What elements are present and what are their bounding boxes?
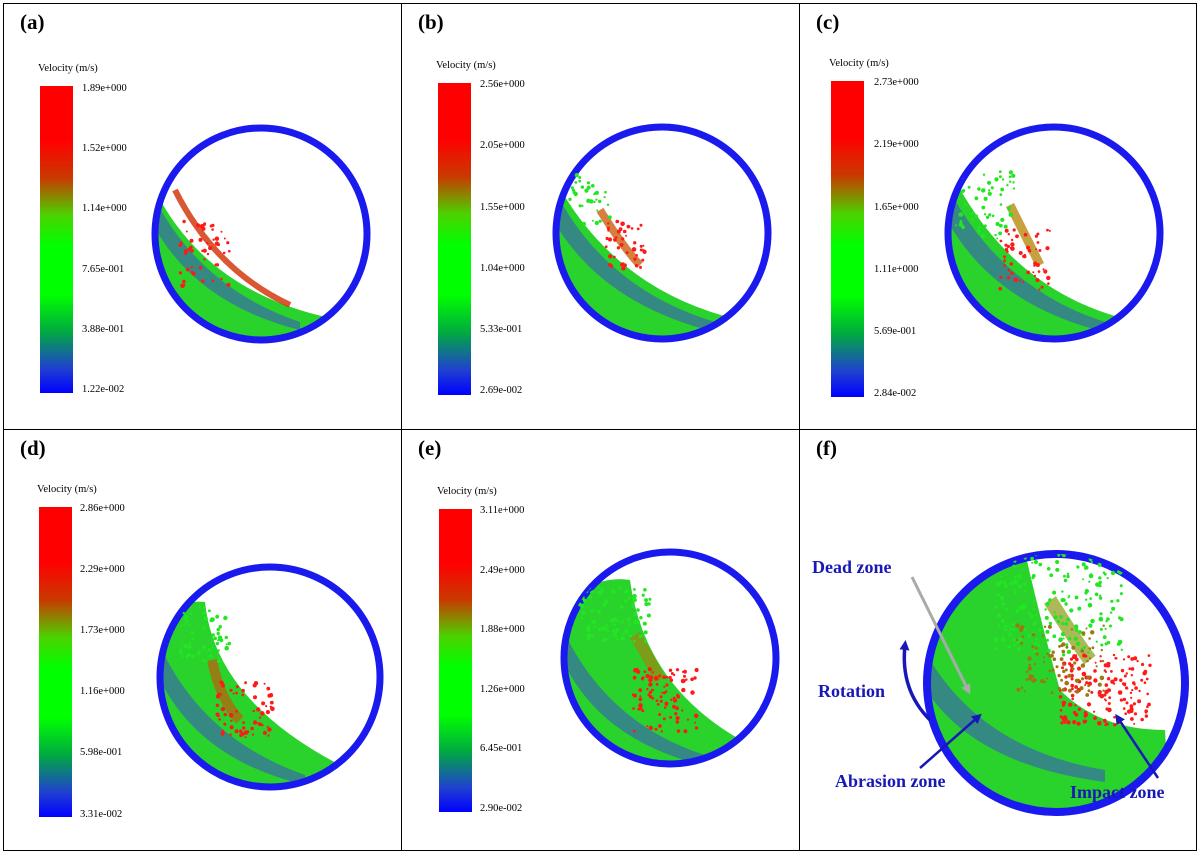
- tick-label: 1.11e+000: [874, 264, 919, 275]
- tick-label: 6.45e-001: [480, 743, 523, 754]
- tick-label: 1.89e+000: [82, 83, 127, 94]
- tick-label: 5.69e-001: [874, 326, 917, 337]
- tick-label: 1.04e+000: [480, 263, 525, 274]
- mill-drum-c: [944, 123, 1164, 343]
- tick-label: 1.52e+000: [82, 143, 127, 154]
- tick-label: 2.49e+000: [480, 565, 525, 576]
- legend-title: Velocity (m/s): [829, 58, 889, 69]
- legend-title: Velocity (m/s): [437, 486, 497, 497]
- legend-title: Velocity (m/s): [436, 60, 496, 71]
- dead-zone-label: Dead zone: [812, 557, 892, 577]
- mill-wall: [944, 123, 1164, 343]
- tick-label: 1.16e+000: [80, 686, 125, 697]
- particle-scatter: [178, 170, 1152, 739]
- particle-bed: [948, 160, 1140, 339]
- tick-label: 3.88e-001: [82, 324, 125, 335]
- velocity-colorbar: [439, 509, 472, 812]
- mill-drum-b: [552, 123, 772, 343]
- tick-label: 2.29e+000: [80, 564, 125, 575]
- impact-zone-arrow: [1115, 713, 1160, 779]
- panel-c: (c) Velocity (m/s) 2.73e+000 2.19e+000 1…: [799, 3, 1197, 430]
- panel-label: (e): [418, 436, 442, 460]
- mill-wall: [151, 124, 371, 344]
- tick-label: 1.14e+000: [82, 203, 127, 214]
- panel-label: (a): [20, 10, 45, 34]
- mill-drum-a: [151, 124, 371, 344]
- panel-label: (d): [20, 436, 46, 460]
- tick-label: 1.88e+000: [480, 624, 525, 635]
- particle-bed: [927, 554, 1170, 812]
- tick-label: 2.84e-002: [874, 388, 917, 399]
- mill-wall: [923, 550, 1189, 816]
- mill-wall: [156, 563, 384, 791]
- impact-zone-label: Impact zone: [1070, 782, 1164, 802]
- mill-drum-e: [560, 548, 780, 768]
- legend-title: Velocity (m/s): [37, 484, 97, 495]
- particle-bed: [155, 180, 340, 340]
- tick-label: 2.90e-002: [480, 803, 523, 814]
- panel-b: (b) Velocity (m/s) 2.56e+000 2.05e+000 1…: [401, 3, 800, 430]
- panel-label: (b): [418, 10, 444, 34]
- legend-title: Velocity (m/s): [38, 63, 98, 74]
- rotation-arrow: [899, 640, 932, 722]
- abrasion-zone-arrow: [919, 713, 982, 769]
- rotation-label: Rotation: [818, 681, 885, 701]
- tick-label: 1.55e+000: [480, 202, 525, 213]
- mill-wall: [560, 548, 780, 768]
- mill-wall: [552, 123, 772, 343]
- tick-label: 1.65e+000: [874, 202, 919, 213]
- tick-label: 5.98e-001: [80, 747, 123, 758]
- velocity-colorbar: [39, 507, 72, 817]
- velocity-colorbar: [40, 86, 73, 393]
- tick-label: 7.65e-001: [82, 264, 125, 275]
- abrasion-zone-label: Abrasion zone: [835, 771, 946, 791]
- tick-label: 1.26e+000: [480, 684, 525, 695]
- velocity-colorbar: [831, 81, 864, 397]
- tick-label: 1.22e-002: [82, 384, 125, 395]
- tick-label: 2.19e+000: [874, 139, 919, 150]
- tick-label: 1.73e+000: [80, 625, 125, 636]
- tick-label: 3.31e-002: [80, 809, 123, 820]
- velocity-colorbar: [438, 83, 471, 395]
- tick-label: 2.73e+000: [874, 77, 919, 88]
- tick-label: 3.11e+000: [480, 505, 525, 516]
- tick-label: 5.33e-001: [480, 324, 523, 335]
- dead-zone-arrow: [910, 576, 971, 695]
- panel-a: (a) Velocity (m/s) 1.89e+000 1.52e+000 1…: [3, 3, 402, 430]
- panel-label: (c): [816, 10, 840, 34]
- tick-label: 2.05e+000: [480, 140, 525, 151]
- panel-label: (f): [816, 436, 837, 460]
- tick-label: 2.86e+000: [80, 503, 125, 514]
- mill-drum-f: [923, 550, 1189, 816]
- tick-label: 2.69e-002: [480, 385, 523, 396]
- particle-bed: [160, 601, 345, 787]
- tick-label: 2.56e+000: [480, 79, 525, 90]
